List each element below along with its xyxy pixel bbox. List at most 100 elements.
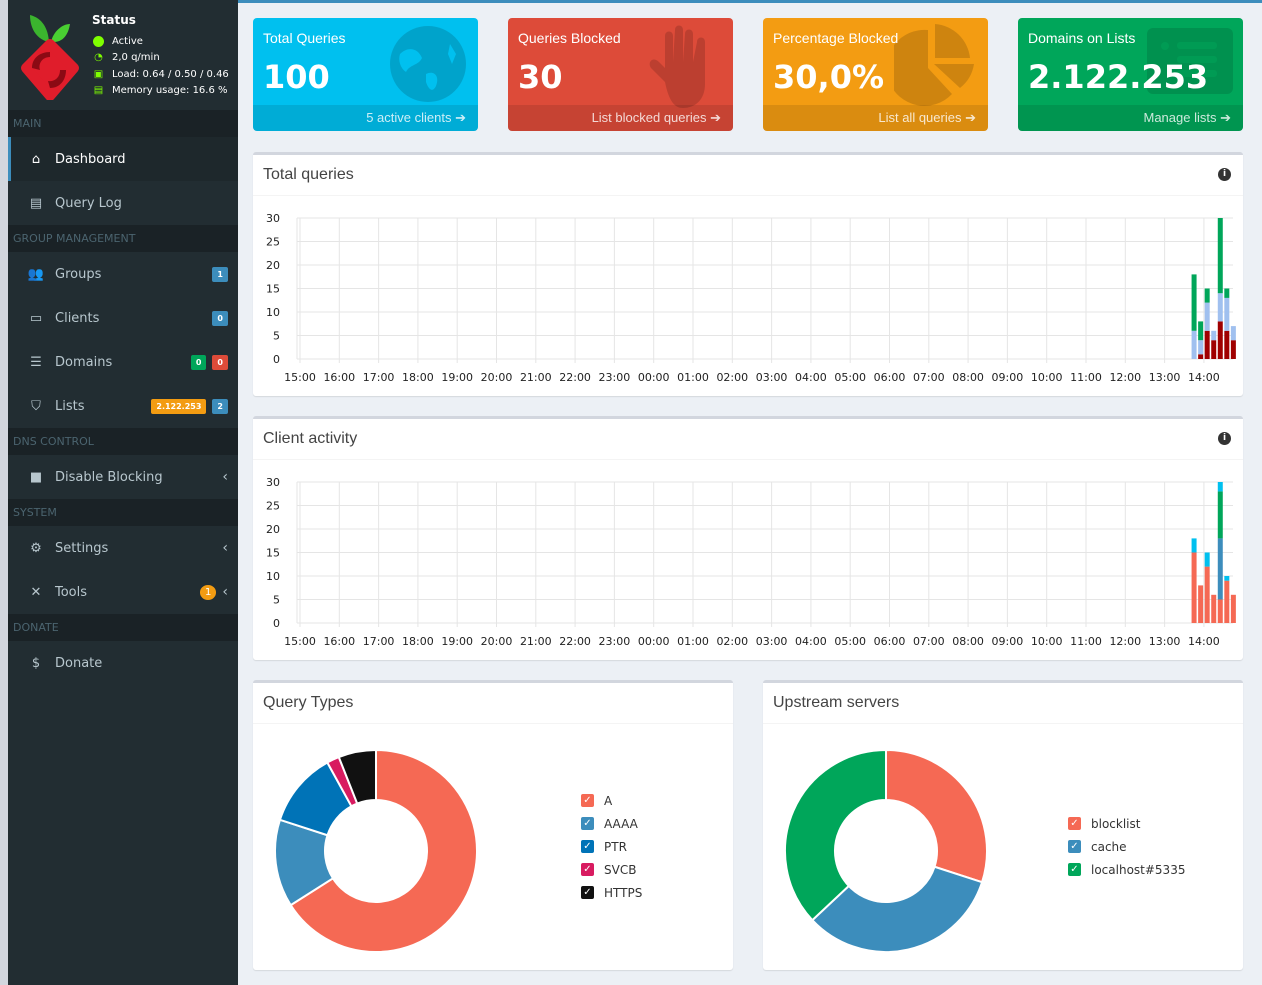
sidebar: Status Active ◔ 2,0 q/min ▣ Load: 0.64 / 0… xyxy=(8,0,238,985)
legend-item[interactable]: ✓ SVCB xyxy=(581,858,642,881)
checkbox-checked-icon[interactable]: ✓ xyxy=(581,840,594,853)
status-rate: ◔ 2,0 q/min xyxy=(93,52,160,63)
x-tick-label: 05:00 xyxy=(834,635,866,648)
x-tick-label: 16:00 xyxy=(323,635,355,648)
x-tick-label: 19:00 xyxy=(441,635,473,648)
bar-segment xyxy=(1204,566,1210,623)
x-tick-label: 03:00 xyxy=(756,371,788,384)
stat-label: Domains on Lists xyxy=(1028,30,1136,46)
stat-value: 30 xyxy=(518,58,563,96)
status-active: Active xyxy=(93,36,143,47)
legend-item[interactable]: ✓ PTR xyxy=(581,835,642,858)
stat-domains-on-lists: Domains on Lists 2.122.253 Manage lists … xyxy=(1018,18,1243,131)
upstream-servers-panel: Upstream servers ✓ blocklist ✓ cache ✓ localh… xyxy=(763,680,1243,970)
info-icon[interactable]: i xyxy=(1218,168,1231,181)
x-tick-label: 04:00 xyxy=(795,371,827,384)
list-all-queries-link[interactable]: List all queries ➔ xyxy=(763,105,988,131)
manage-lists-link[interactable]: Manage lists ➔ xyxy=(1018,105,1243,131)
total-queries-chart: 0 5 10 15 20 25 30 15:00 16:00 17:00 18:00 19:00 20:… xyxy=(266,212,1236,384)
status-load-text: Load: 0.64 / 0.50 / 0.46 xyxy=(112,69,229,80)
x-tick-label: 23:00 xyxy=(599,371,631,384)
section-dns-control: DNS CONTROL xyxy=(8,428,238,455)
bar-segment xyxy=(1224,297,1230,331)
checkbox-checked-icon[interactable]: ✓ xyxy=(1068,863,1081,876)
sidebar-item-donate[interactable]: $ Donate xyxy=(8,641,238,685)
x-tick-label: 13:00 xyxy=(1149,371,1181,384)
sidebar-item-lists[interactable]: ⛉ Lists 2.122.253 2 xyxy=(8,384,238,428)
checkbox-checked-icon[interactable]: ✓ xyxy=(581,817,594,830)
x-tick-label: 22:00 xyxy=(559,635,591,648)
x-tick-label: 12:00 xyxy=(1109,635,1141,648)
x-tick-label: 14:00 xyxy=(1188,635,1220,648)
bar-segment xyxy=(1224,576,1230,581)
x-tick-label: 06:00 xyxy=(874,635,906,648)
checkbox-checked-icon[interactable]: ✓ xyxy=(581,863,594,876)
x-tick-label: 02:00 xyxy=(716,635,748,648)
bar-segment xyxy=(1204,552,1210,567)
pie-slice-https xyxy=(337,748,377,805)
bar-segment xyxy=(1191,274,1197,331)
sidebar-item-label: Domains xyxy=(55,354,113,370)
sidebar-item-domains[interactable]: ☰ Domains 0 0 xyxy=(8,340,238,384)
sidebar-item-label: Settings xyxy=(55,540,109,556)
legend-item[interactable]: ✓ A xyxy=(581,789,642,812)
status-load: ▣ Load: 0.64 / 0.50 / 0.46 xyxy=(93,69,229,80)
sidebar-item-disable-blocking[interactable]: ■ Disable Blocking ‹ xyxy=(8,455,238,499)
x-tick-label: 04:00 xyxy=(795,635,827,648)
bar-segment xyxy=(1230,594,1236,623)
file-icon: ▤ xyxy=(29,195,43,211)
clients-count-badge: 0 xyxy=(212,310,228,326)
legend-item[interactable]: ✓ cache xyxy=(1068,835,1185,858)
x-tick-label: 22:00 xyxy=(559,371,591,384)
legend-label: blocklist xyxy=(1091,816,1141,831)
x-tick-label: 15:00 xyxy=(284,635,316,648)
sidebar-item-label: Query Log xyxy=(55,195,122,211)
y-tick-label: 0 xyxy=(273,617,280,630)
sidebar-item-label: Groups xyxy=(55,266,102,282)
stat-value: 2.122.253 xyxy=(1028,58,1209,96)
gauge-icon: ◔ xyxy=(94,52,103,63)
sidebar-item-tools[interactable]: ✕ Tools 1 ‹ xyxy=(8,570,238,614)
x-tick-label: 10:00 xyxy=(1031,371,1063,384)
bar-segment xyxy=(1230,326,1236,341)
sidebar-item-clients[interactable]: ▭ Clients 0 xyxy=(8,296,238,340)
x-tick-label: 20:00 xyxy=(481,371,513,384)
pie-slice-cache xyxy=(810,865,984,953)
status-panel: Status Active ◔ 2,0 q/min ▣ Load: 0.64 / 0… xyxy=(8,0,238,110)
legend-item[interactable]: ✓ AAAA xyxy=(581,812,642,835)
query-types-panel: Query Types ✓ A ✓ AAAA ✓ PTR ✓ SVCB ✓ HTTPS xyxy=(253,680,733,970)
checkbox-checked-icon[interactable]: ✓ xyxy=(1068,817,1081,830)
checkbox-checked-icon[interactable]: ✓ xyxy=(581,794,594,807)
bar-segment xyxy=(1198,585,1204,623)
total-queries-panel: Total queries i 0 5 10 15 20 25 30 15:00 16:00 17… xyxy=(253,152,1243,396)
checkbox-checked-icon[interactable]: ✓ xyxy=(1068,840,1081,853)
bar-segment xyxy=(1211,330,1217,341)
x-tick-label: 09:00 xyxy=(992,635,1024,648)
chevron-left-icon: ‹ xyxy=(222,469,228,485)
bar-segment xyxy=(1224,330,1230,359)
pie-slice-blocklist xyxy=(885,748,988,884)
sidebar-item-groups[interactable]: 👥 Groups 1 xyxy=(8,252,238,296)
sidebar-item-settings[interactable]: ⚙ Settings ‹ xyxy=(8,526,238,570)
x-tick-label: 18:00 xyxy=(402,371,434,384)
x-tick-label: 01:00 xyxy=(677,371,709,384)
sidebar-item-query-log[interactable]: ▤ Query Log xyxy=(8,181,238,225)
legend-item[interactable]: ✓ localhost#5335 xyxy=(1068,858,1185,881)
sidebar-item-label: Clients xyxy=(55,310,100,326)
stat-total-queries: Total Queries 100 5 active clients ➔ xyxy=(253,18,478,131)
legend-item[interactable]: ✓ HTTPS xyxy=(581,881,642,904)
info-icon[interactable]: i xyxy=(1218,432,1231,445)
legend-item[interactable]: ✓ blocklist xyxy=(1068,812,1185,835)
x-tick-label: 10:00 xyxy=(1031,635,1063,648)
list-blocked-queries-link[interactable]: List blocked queries ➔ xyxy=(508,105,733,131)
status-rate-text: 2,0 q/min xyxy=(112,52,160,63)
legend-label: SVCB xyxy=(604,862,637,877)
x-tick-label: 21:00 xyxy=(520,371,552,384)
checkbox-checked-icon[interactable]: ✓ xyxy=(581,886,594,899)
header-bar xyxy=(238,0,1262,3)
sidebar-item-dashboard[interactable]: ⌂ Dashboard xyxy=(8,137,238,181)
y-tick-label: 25 xyxy=(266,236,280,249)
pie-slice-a xyxy=(289,748,478,953)
x-tick-label: 16:00 xyxy=(323,371,355,384)
active-clients-link[interactable]: 5 active clients ➔ xyxy=(253,105,478,131)
